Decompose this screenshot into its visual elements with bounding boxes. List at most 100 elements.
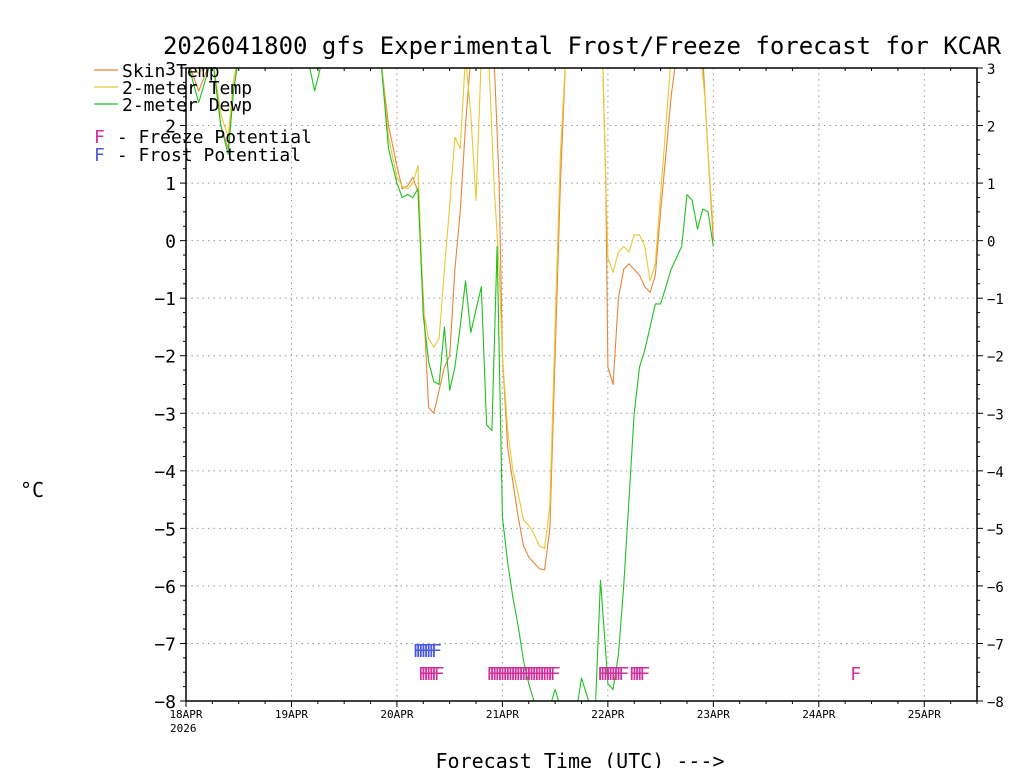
y-tick-label-right: 0: [987, 235, 995, 251]
y-tick-label-left: −6: [154, 577, 176, 598]
freeze-marker: F: [610, 664, 621, 685]
y-tick-label-right: 1: [987, 177, 995, 193]
legend-entry-skin-temp: Skin Temp: [94, 61, 220, 82]
freeze-marker: F: [523, 664, 534, 685]
frost-marker: F: [428, 641, 439, 662]
series-line-2-meter-temp: [193, 68, 714, 550]
y-tick-label-left: −8: [154, 692, 176, 713]
frost-marker: F: [415, 641, 426, 662]
freeze-marker: F: [500, 664, 511, 685]
freeze-marker: F: [605, 664, 616, 685]
y-tick-label-right: −3: [987, 407, 1004, 423]
frost-marker: F: [421, 641, 432, 662]
freeze-marker: F: [608, 664, 619, 685]
chart-title: 2026041800 gfs Experimental Frost/Freeze…: [163, 32, 1002, 60]
freeze-marker: F: [515, 664, 526, 685]
freeze-marker: F: [489, 664, 500, 685]
frost-marker: F: [426, 641, 437, 662]
legend: Skin Temp 2-meter Temp 2-meter Dewp F - …: [94, 61, 312, 166]
freeze-marker: F: [526, 664, 537, 685]
y-tick-label-right: 3: [987, 62, 995, 78]
freeze-marker: F: [418, 664, 429, 685]
freeze-marker: F: [431, 664, 442, 685]
freeze-marker: F: [537, 664, 548, 685]
x-tick-label: 19APR: [275, 708, 308, 721]
x-tick-label: 25APR: [908, 708, 941, 721]
legend-freeze-potential: F - Freeze Potential: [94, 127, 312, 148]
freeze-marker: F: [534, 664, 545, 685]
legend-frost-text: - Frost Potential: [106, 145, 301, 166]
x-tick-label: 20APR: [380, 708, 413, 721]
freeze-marker: F: [502, 664, 513, 685]
x-tick-label: 18APR: [169, 708, 202, 721]
freeze-marker: F: [634, 664, 645, 685]
freeze-marker: F: [494, 664, 505, 685]
freeze-marker: F: [428, 664, 439, 685]
y-tick-label-right: −5: [987, 522, 1004, 538]
freeze-marker: F: [492, 664, 503, 685]
grid: [186, 68, 977, 701]
freeze-marker: F: [508, 664, 519, 685]
freeze-marker: F: [600, 664, 611, 685]
freeze-marker: F: [544, 664, 555, 685]
legend-freeze-text: - Freeze Potential: [106, 127, 312, 148]
x-tick-label: 23APR: [697, 708, 730, 721]
legend-label-2m-temp: 2-meter Temp: [122, 78, 252, 99]
series-layer: [188, 68, 714, 701]
y-tick-label-left: −5: [154, 519, 176, 540]
frost-marker: F: [431, 641, 442, 662]
legend-frost-symbol: F: [94, 145, 105, 166]
freeze-marker: F: [850, 664, 861, 685]
y-tick-label-right: −1: [987, 292, 1004, 308]
y-tick-label-right: −6: [987, 580, 1004, 596]
y-tick-label-left: 1: [165, 174, 176, 195]
y-tick-label-left: −1: [154, 289, 176, 310]
freeze-marker: F: [616, 664, 627, 685]
legend-entry-2m-temp: 2-meter Temp: [94, 78, 252, 99]
y-tick-label-right: 2: [987, 120, 995, 136]
x-tick-label: 22APR: [591, 708, 624, 721]
freeze-marker: F: [529, 664, 540, 685]
y-tick-label-left: −7: [154, 634, 176, 655]
series-line-2-meter-dewp: [188, 68, 714, 701]
freeze-marker: F: [505, 664, 516, 685]
freeze-marker: F: [631, 664, 642, 685]
legend-label-skin-temp: Skin Temp: [122, 61, 220, 82]
legend-freeze-symbol: F: [94, 127, 105, 148]
freeze-marker: F: [513, 664, 524, 685]
legend-label-2m-dewp: 2-meter Dewp: [122, 95, 252, 116]
freeze-marker: F: [637, 664, 648, 685]
freeze-marker: F: [597, 664, 608, 685]
freeze-marker: F: [547, 664, 558, 685]
x-tick-label: 21APR: [486, 708, 519, 721]
freeze-marker: F: [618, 664, 629, 685]
freeze-marker: F: [521, 664, 532, 685]
freeze-marker: F: [531, 664, 542, 685]
freeze-marker: F: [613, 664, 624, 685]
axes: −8 −8 −7 −7 −6 −6 −5 −5 −4 −4 −3 −3 −2 −2 −1 −1 0 0 1 1 2 2 3 3…: [154, 59, 1004, 721]
y-tick-label-left: −3: [154, 404, 176, 425]
y-tick-label-right: −4: [987, 465, 1004, 481]
legend-entry-2m-dewp: 2-meter Dewp: [94, 95, 252, 116]
plot-frame: [185, 67, 978, 702]
freeze-marker: F: [423, 664, 434, 685]
frost-marker: F: [423, 641, 434, 662]
y-tick-label-left: 0: [165, 232, 176, 253]
freeze-marker: F: [497, 664, 508, 685]
freeze-marker: F: [426, 664, 437, 685]
freeze-marker: F: [542, 664, 553, 685]
freeze-marker: F: [518, 664, 529, 685]
legend-frost-potential: F - Frost Potential: [94, 145, 301, 166]
y-tick-label-left: 3: [165, 59, 176, 80]
y-tick-label-right: −2: [987, 350, 1004, 366]
y-tick-label-right: −7: [987, 637, 1004, 653]
x-year-label: 2026: [170, 722, 197, 735]
freeze-marker: F: [434, 664, 445, 685]
x-axis-label: Forecast Time (UTC) --->: [436, 749, 725, 768]
y-tick-label-right: −8: [987, 695, 1004, 711]
freeze-marker: F: [602, 664, 613, 685]
freeze-marker: F: [486, 664, 497, 685]
freeze-marker: F: [550, 664, 561, 685]
